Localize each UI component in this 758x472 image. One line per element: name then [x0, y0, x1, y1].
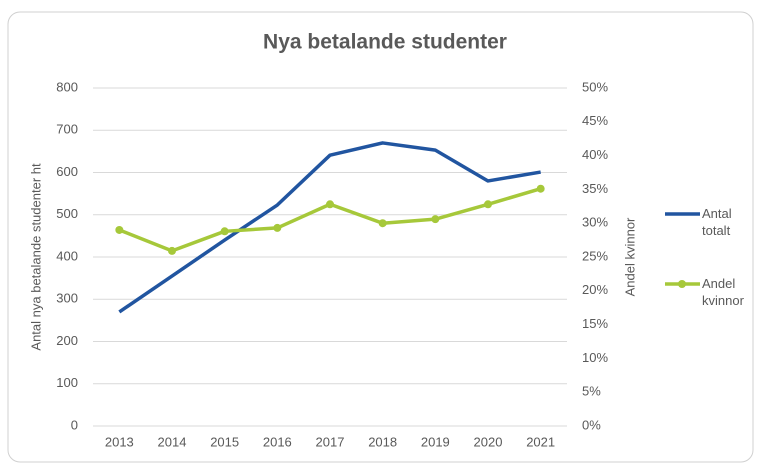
x-tick-label: 2017 — [316, 434, 345, 449]
y2-tick-label: 40% — [582, 147, 608, 162]
y-tick-label: 100 — [56, 375, 78, 390]
x-tick-label: 2019 — [421, 434, 450, 449]
y2-tick-label: 20% — [582, 282, 608, 297]
y-tick-label: 0 — [71, 417, 78, 432]
y2-tick-label: 35% — [582, 181, 608, 196]
x-tick-label: 2021 — [526, 434, 555, 449]
x-tick-label: 2016 — [263, 434, 292, 449]
legend-entry: Antal totalt — [702, 206, 732, 238]
y-tick-label: 600 — [56, 164, 78, 179]
y-tick-label: 300 — [56, 291, 78, 306]
point — [378, 219, 387, 228]
y-tick-label: 400 — [56, 248, 78, 263]
x-tick-label: 2018 — [368, 434, 397, 449]
y2-tick-label: 5% — [582, 384, 601, 399]
x-tick-label: 2014 — [158, 434, 187, 449]
y-tick-label: 800 — [56, 79, 78, 94]
legend-label: Andel kvinnor — [702, 276, 744, 308]
y-axis-title: Antal nya betalande studenter ht — [28, 163, 43, 351]
y-tick-label: 700 — [56, 122, 78, 137]
y2-tick-label: 25% — [582, 248, 608, 263]
series-line — [118, 141, 541, 314]
y2-tick-label: 0% — [582, 417, 601, 432]
y2-tick-label: 15% — [582, 316, 608, 331]
y2-axis-title: Andel kvinnor — [622, 217, 637, 296]
point — [168, 246, 176, 255]
point — [484, 200, 492, 209]
point — [326, 200, 334, 209]
y2-tick-label: 30% — [582, 215, 608, 230]
point — [536, 184, 545, 193]
x-tick-label: 2015 — [210, 434, 239, 449]
y-tick-label: 200 — [56, 333, 78, 348]
point — [273, 223, 282, 232]
point — [115, 225, 124, 234]
legend-marker — [678, 280, 686, 288]
point — [431, 215, 440, 224]
y2-tick-label: 45% — [582, 113, 608, 128]
point — [220, 227, 229, 236]
x-tick-label: 2020 — [474, 434, 503, 449]
x-tick-label: 2013 — [105, 434, 134, 449]
card — [7, 11, 754, 463]
y2-tick-label: 50% — [582, 79, 608, 94]
legend-entry: Andel kvinnor — [702, 276, 744, 308]
y-tick-label: 500 — [56, 206, 78, 221]
chart-title: Nya betalande studenter — [263, 31, 507, 54]
legend-label: Antal totalt — [702, 206, 732, 238]
y2-tick-label: 10% — [582, 350, 608, 365]
